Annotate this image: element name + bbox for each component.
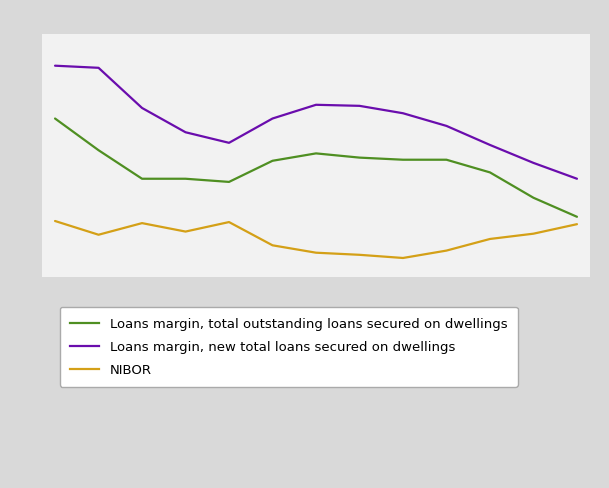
- Legend: Loans margin, total outstanding loans secured on dwellings, Loans margin, new to: Loans margin, total outstanding loans se…: [60, 307, 518, 387]
